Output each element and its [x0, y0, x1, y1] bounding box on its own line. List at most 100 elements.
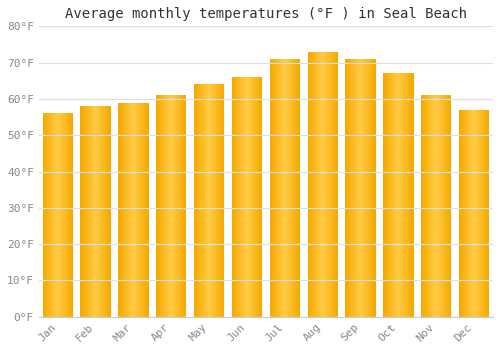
- Bar: [72, 113, 73, 317]
- Bar: [422, 95, 424, 317]
- Bar: [398, 74, 399, 317]
- Bar: [251, 77, 252, 317]
- Bar: [312, 52, 313, 317]
- Bar: [142, 103, 144, 317]
- Bar: [276, 59, 278, 317]
- Bar: [447, 95, 448, 317]
- Bar: [80, 106, 81, 317]
- Bar: [366, 59, 368, 317]
- Bar: [412, 74, 413, 317]
- Bar: [363, 59, 364, 317]
- Bar: [291, 59, 292, 317]
- Bar: [67, 113, 68, 317]
- Bar: [173, 95, 174, 317]
- Bar: [166, 95, 167, 317]
- Bar: [175, 95, 176, 317]
- Bar: [218, 84, 219, 317]
- Bar: [286, 59, 287, 317]
- Bar: [48, 113, 50, 317]
- Bar: [413, 74, 414, 317]
- Bar: [472, 110, 474, 317]
- Bar: [396, 74, 397, 317]
- Bar: [135, 103, 136, 317]
- Bar: [81, 106, 82, 317]
- Bar: [308, 52, 309, 317]
- Bar: [236, 77, 237, 317]
- Bar: [124, 103, 125, 317]
- Bar: [369, 59, 370, 317]
- Bar: [100, 106, 101, 317]
- Bar: [90, 106, 91, 317]
- Bar: [282, 59, 284, 317]
- Bar: [158, 95, 159, 317]
- Bar: [232, 77, 234, 317]
- Bar: [362, 59, 363, 317]
- Bar: [357, 59, 358, 317]
- Bar: [370, 59, 371, 317]
- Bar: [129, 103, 130, 317]
- Bar: [104, 106, 106, 317]
- Bar: [459, 110, 460, 317]
- Bar: [168, 95, 169, 317]
- Bar: [181, 95, 182, 317]
- Bar: [107, 106, 108, 317]
- Bar: [123, 103, 124, 317]
- Bar: [426, 95, 427, 317]
- Bar: [438, 95, 440, 317]
- Bar: [425, 95, 426, 317]
- Bar: [427, 95, 428, 317]
- Bar: [409, 74, 410, 317]
- Bar: [106, 106, 107, 317]
- Bar: [358, 59, 359, 317]
- Bar: [63, 113, 64, 317]
- Bar: [470, 110, 471, 317]
- Bar: [437, 95, 438, 317]
- Bar: [66, 113, 67, 317]
- Bar: [137, 103, 138, 317]
- Bar: [136, 103, 137, 317]
- Bar: [346, 59, 347, 317]
- Bar: [424, 95, 425, 317]
- Bar: [126, 103, 128, 317]
- Bar: [213, 84, 214, 317]
- Bar: [98, 106, 100, 317]
- Bar: [103, 106, 104, 317]
- Bar: [463, 110, 464, 317]
- Bar: [287, 59, 288, 317]
- Bar: [61, 113, 62, 317]
- Bar: [394, 74, 396, 317]
- Bar: [258, 77, 259, 317]
- Bar: [399, 74, 400, 317]
- Bar: [290, 59, 291, 317]
- Bar: [325, 52, 326, 317]
- Bar: [313, 52, 314, 317]
- Bar: [365, 59, 366, 317]
- Bar: [119, 103, 120, 317]
- Bar: [391, 74, 392, 317]
- Bar: [197, 84, 198, 317]
- Bar: [163, 95, 164, 317]
- Bar: [320, 52, 321, 317]
- Bar: [70, 113, 72, 317]
- Bar: [281, 59, 282, 317]
- Bar: [95, 106, 96, 317]
- Bar: [278, 59, 279, 317]
- Bar: [62, 113, 63, 317]
- Bar: [444, 95, 446, 317]
- Bar: [475, 110, 476, 317]
- Bar: [384, 74, 385, 317]
- Title: Average monthly temperatures (°F ) in Seal Beach: Average monthly temperatures (°F ) in Se…: [65, 7, 467, 21]
- Bar: [167, 95, 168, 317]
- Bar: [96, 106, 97, 317]
- Bar: [405, 74, 406, 317]
- Bar: [254, 77, 256, 317]
- Bar: [318, 52, 319, 317]
- Bar: [182, 95, 184, 317]
- Bar: [185, 95, 186, 317]
- Bar: [328, 52, 329, 317]
- Bar: [157, 95, 158, 317]
- Bar: [285, 59, 286, 317]
- Bar: [446, 95, 447, 317]
- Bar: [352, 59, 353, 317]
- Bar: [198, 84, 200, 317]
